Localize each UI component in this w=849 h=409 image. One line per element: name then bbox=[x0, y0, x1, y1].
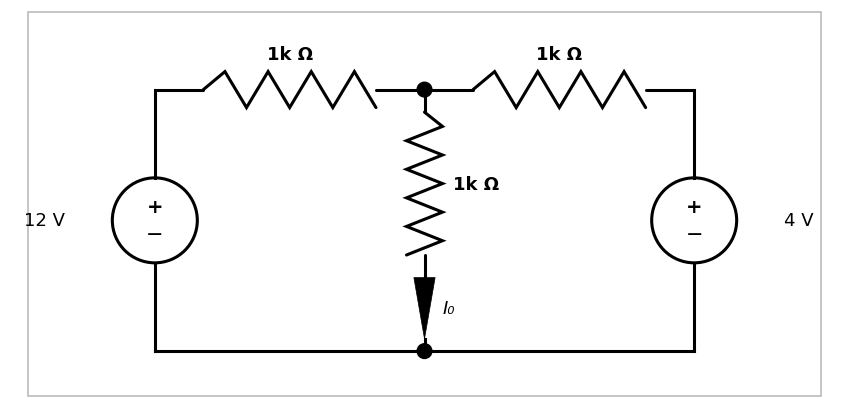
Text: 1k Ω: 1k Ω bbox=[267, 46, 312, 64]
Text: −: − bbox=[685, 225, 703, 245]
Text: 12 V: 12 V bbox=[24, 212, 65, 230]
Text: +: + bbox=[147, 198, 163, 216]
Text: 1k Ω: 1k Ω bbox=[537, 46, 582, 64]
Circle shape bbox=[417, 344, 432, 359]
Circle shape bbox=[417, 83, 432, 98]
Text: +: + bbox=[686, 198, 702, 216]
Polygon shape bbox=[413, 278, 436, 339]
Text: I₀: I₀ bbox=[442, 299, 455, 317]
Text: −: − bbox=[146, 225, 164, 245]
Text: 4 V: 4 V bbox=[784, 212, 813, 230]
Text: 1k Ω: 1k Ω bbox=[453, 175, 499, 193]
